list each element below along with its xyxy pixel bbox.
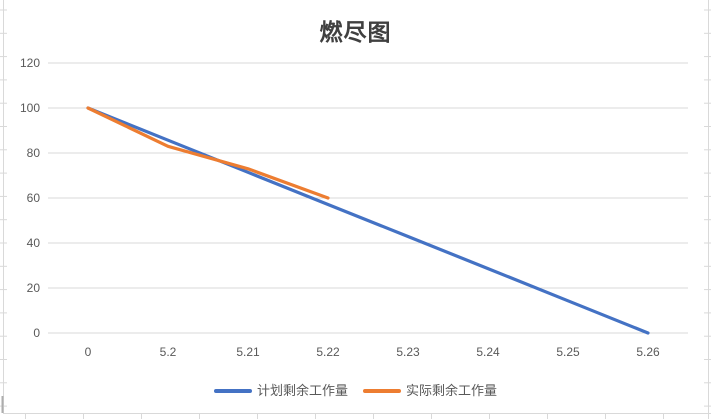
- y-tick-label: 120: [19, 56, 40, 70]
- legend-line-actual-icon: [363, 388, 401, 393]
- chart-title: 燃尽图: [319, 19, 392, 45]
- x-tick-label: 5.26: [636, 345, 660, 359]
- series-line-actual[interactable]: [86, 106, 330, 200]
- y-tick-label: 80: [26, 146, 40, 160]
- x-tick-label: 5.24: [476, 345, 500, 359]
- x-tick-label: 5.25: [556, 345, 580, 359]
- series-line-planned[interactable]: [86, 106, 650, 335]
- legend-item-actual[interactable]: 实际剩余工作量: [363, 383, 497, 398]
- x-tick-label: 5.23: [396, 345, 420, 359]
- y-tick-label: 20: [26, 281, 40, 295]
- x-tick-label: 5.22: [316, 345, 340, 359]
- legend-item-planned[interactable]: 计划剩余工作量: [213, 383, 348, 398]
- y-tick-label: 60: [26, 191, 40, 205]
- legend-label-planned: 计划剩余工作量: [256, 383, 348, 398]
- x-tick-label: 0: [84, 345, 92, 359]
- y-tick-label: 0: [33, 326, 40, 340]
- y-tick-label: 100: [19, 101, 40, 115]
- legend-label-actual: 实际剩余工作量: [406, 383, 498, 398]
- x-tick-label: 5.2: [159, 345, 177, 359]
- chart-legend: 计划剩余工作量 实际剩余工作量: [0, 382, 711, 399]
- legend-line-planned-icon: [213, 388, 252, 393]
- x-tick-label: 5.21: [236, 345, 260, 359]
- y-tick-label: 40: [26, 236, 40, 250]
